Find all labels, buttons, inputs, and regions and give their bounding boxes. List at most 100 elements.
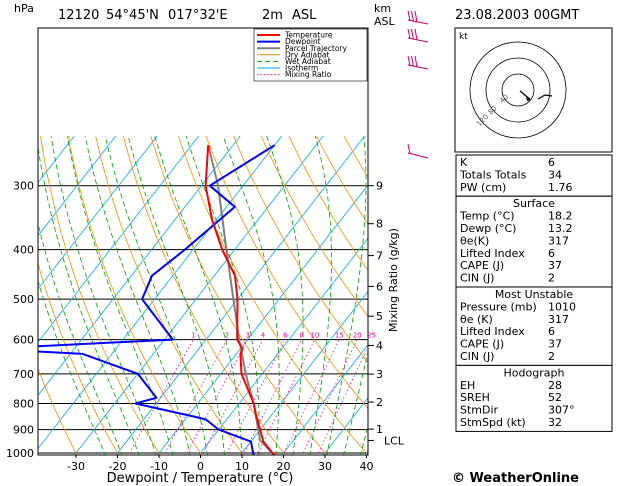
profiles: [38, 144, 276, 455]
table-row-label: Lifted Index: [460, 325, 525, 338]
table-row-value: 37: [548, 338, 562, 351]
observation-time: 23.08.2003 00GMT: [455, 8, 579, 23]
table-row-value: 18.2: [548, 210, 573, 223]
pressure-tick-label: 900: [13, 424, 34, 437]
isotherm-line: [239, 290, 368, 455]
table-row-label: Totals Totals: [459, 168, 527, 181]
x-tick-label: -10: [150, 460, 168, 473]
isotherm-line: [156, 184, 368, 455]
wind-barbs: [407, 10, 429, 159]
mixing-ratio-labels: 1 2 3 4 6 8 10 15 20 25: [191, 332, 376, 340]
wet-adiabat-line: [66, 136, 174, 455]
hodograph-trace: [537, 94, 553, 100]
credit-text: © WeatherOnline: [452, 471, 579, 486]
pressure-tick-label: 1000: [6, 447, 34, 460]
km-tick-label: 4: [376, 339, 383, 352]
x-axis-title: Dewpoint / Temperature (°C): [107, 471, 294, 486]
table-row-value: 307°: [548, 404, 575, 417]
hodograph-unit: kt: [459, 32, 468, 42]
table-row-label: Pressure (mb): [460, 300, 537, 313]
isotherm-line: [38, 135, 199, 343]
wet-adiabat-line: [38, 279, 106, 455]
dry-adiabat-line: [38, 367, 78, 455]
dewpoint-line: [38, 144, 276, 455]
legend-label: Temperature: [284, 31, 333, 40]
dry-adiabat-line: [122, 136, 286, 455]
mixing-ratio-line: [163, 339, 228, 455]
hodograph-ring-label: 40: [498, 93, 510, 105]
wet-adiabat-line: [50, 136, 157, 455]
isotherm-line: [73, 135, 324, 455]
table-row-value: 52: [548, 391, 562, 404]
table-row-label: SREH: [460, 391, 490, 404]
station-id: 12120: [58, 8, 99, 23]
pressure-tick-label: 800: [13, 398, 34, 411]
surface-table-box: [455, 195, 613, 288]
table-row-value: 13.2: [548, 222, 573, 235]
table-row-label: Lifted Index: [460, 247, 525, 260]
plot-frame: [37, 27, 369, 456]
hodograph-table-box: [455, 364, 613, 432]
table-row-value: 1010: [548, 300, 576, 313]
km-tick-label: 1: [376, 423, 383, 436]
mixing-ratio-line: [201, 339, 264, 455]
km-tick-label: 9: [376, 180, 383, 193]
wet-adiabat-line: [38, 145, 140, 455]
x-tick-label: 20: [277, 460, 291, 473]
hodograph-ring: [469, 41, 567, 139]
hodograph-frame: [454, 27, 613, 153]
dry-adiabat-line: [67, 136, 203, 455]
storm-motion-arrow-icon: [526, 97, 531, 101]
mixing-ratio-line: [282, 339, 340, 455]
wind-barb: [407, 55, 429, 70]
dry-adiabat-line: [38, 262, 120, 455]
km-label: km: [374, 2, 391, 15]
station-asl: ASL: [292, 8, 317, 23]
surface-table-title: Surface: [513, 197, 555, 210]
table-row-value: 2: [548, 350, 555, 363]
mixing-ratio-label: 4: [261, 332, 266, 340]
axes: 300 400 500 600 700 800 900 1000 -30 -20 -10 0 10 20 3…: [6, 180, 405, 473]
mixing-ratio-line: [127, 339, 194, 455]
legend-label: Dewpoint: [285, 37, 321, 46]
km-asl-label: ASL: [374, 15, 396, 28]
isotherm-line: [38, 135, 158, 290]
mixing-ratio-label: 15: [335, 332, 344, 340]
table-row-value: 317: [548, 234, 569, 247]
pressure-unit: hPa: [14, 2, 34, 15]
legend-label: Mixing Ratio: [285, 70, 332, 79]
legend-label: Parcel Trajectory: [285, 44, 347, 53]
pressure-tick-label: 400: [13, 244, 34, 257]
isotherm-line: [281, 344, 368, 455]
mixing-ratio-line: [242, 339, 303, 455]
isotherm-line: [322, 397, 368, 455]
table-row-value: 1.76: [548, 181, 573, 194]
table-row-label: EH: [460, 379, 475, 392]
dry-adiabat-line: [233, 136, 368, 364]
table-row-value: 2: [548, 272, 555, 285]
mixing-ratio-label: 25: [367, 332, 376, 340]
table-row-value: 32: [548, 416, 562, 429]
table-row-label: Dewp (°C): [460, 222, 516, 235]
indices-table-box: [455, 154, 613, 197]
table-row-label: StmSpd (kt): [460, 416, 526, 429]
km-tick-label: 7: [376, 250, 383, 263]
dry-adiabat-line: [260, 136, 368, 318]
table-row-label: Temp (°C): [459, 210, 515, 223]
isotherm-line: [38, 135, 241, 396]
table-row-label: θe(K): [460, 234, 489, 247]
pressure-tick-label: 500: [13, 293, 34, 306]
dry-adiabat-line: [620, 136, 629, 464]
table-row-label: PW (cm): [460, 181, 506, 194]
isotherm-line: [198, 237, 368, 455]
table-row-value: 317: [548, 313, 569, 326]
temperature-line: [204, 145, 276, 455]
lcl-label: LCL: [384, 434, 405, 447]
mixing-ratio-label: 20: [353, 332, 362, 340]
wet-adiabat-line: [84, 136, 191, 455]
table-row-value: 6: [548, 247, 555, 260]
mixing-ratio-line: [256, 339, 316, 455]
mixing-ratio-label: 6: [283, 332, 288, 340]
dry-adiabat-line: [178, 136, 368, 455]
